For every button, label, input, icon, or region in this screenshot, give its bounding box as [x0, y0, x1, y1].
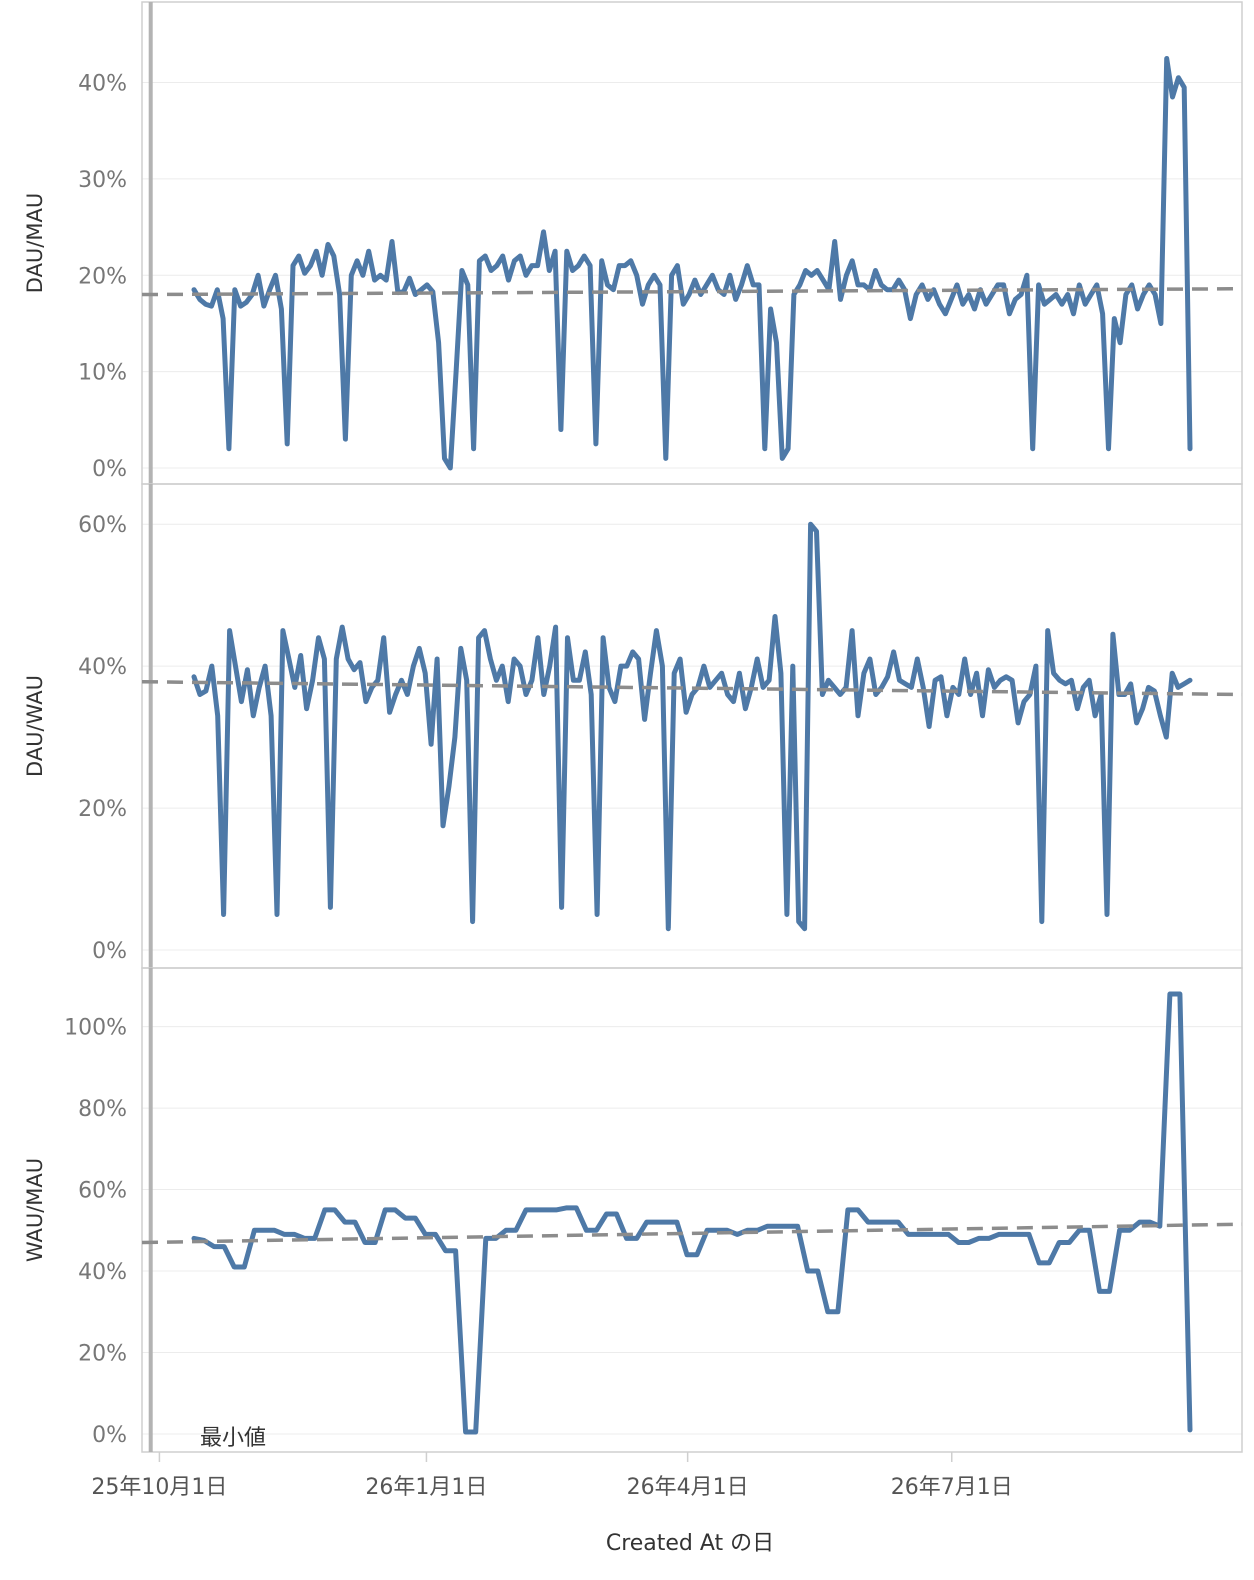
y-tick-label: 40%	[78, 72, 127, 97]
y-tick-label: 10%	[78, 361, 127, 386]
x-tick-label: 26年1月1日	[365, 1475, 487, 1500]
x-tick-label: 25年10月1日	[91, 1475, 227, 1500]
panels: 0%10%20%30%40%DAU/MAU0%20%40%60%DAU/WAU0…	[23, 1, 1243, 1453]
trend-line	[141, 679, 1243, 697]
min-reference-label: 最小値	[200, 1426, 266, 1451]
y-tick-label: 40%	[78, 655, 127, 680]
panel-dau-mau: 0% 10% 20% 30% 40% DAU/MAU	[23, 1, 1243, 485]
y-tick-label: 60%	[78, 1179, 127, 1204]
panel-frame	[141, 483, 1243, 969]
y-tick-label: 20%	[78, 1342, 127, 1367]
y-tick-label: 0%	[92, 457, 127, 482]
y-axis-label: DAU/WAU	[23, 675, 47, 777]
y-tick-label: 0%	[92, 939, 127, 964]
panel-frame	[141, 1, 1243, 485]
x-tick-label: 26年4月1日	[627, 1475, 749, 1500]
series-line	[191, 521, 1193, 932]
y-axis-label: WAU/MAU	[23, 1158, 47, 1262]
panel-wau-mau: 0% 20% 40% 60% 80% 100% WAU/MAU	[23, 967, 1243, 1453]
trend-line	[141, 287, 1243, 297]
x-tick-label: 26年7月1日	[891, 1475, 1013, 1500]
series-line	[191, 991, 1193, 1435]
x-axis: 25年10月1日 26年1月1日 26年4月1日 26年7月1日	[91, 1452, 1013, 1500]
panel-frame	[141, 967, 1243, 1453]
series-line	[191, 56, 1193, 471]
panel-dau-wau: 0% 20% 40% 60% DAU/WAU	[23, 483, 1243, 969]
y-tick-label: 40%	[78, 1260, 127, 1285]
y-tick-label: 20%	[78, 264, 127, 289]
y-tick-label: 60%	[78, 513, 127, 538]
y-tick-label: 0%	[92, 1423, 127, 1448]
trend-line	[141, 1222, 1243, 1245]
y-tick-label: 80%	[78, 1097, 127, 1122]
y-tick-label: 30%	[78, 168, 127, 193]
y-axis-label: DAU/MAU	[23, 193, 47, 293]
y-tick-label: 100%	[64, 1016, 127, 1041]
x-axis-label: Created At の日	[606, 1531, 774, 1556]
y-tick-label: 20%	[78, 797, 127, 822]
